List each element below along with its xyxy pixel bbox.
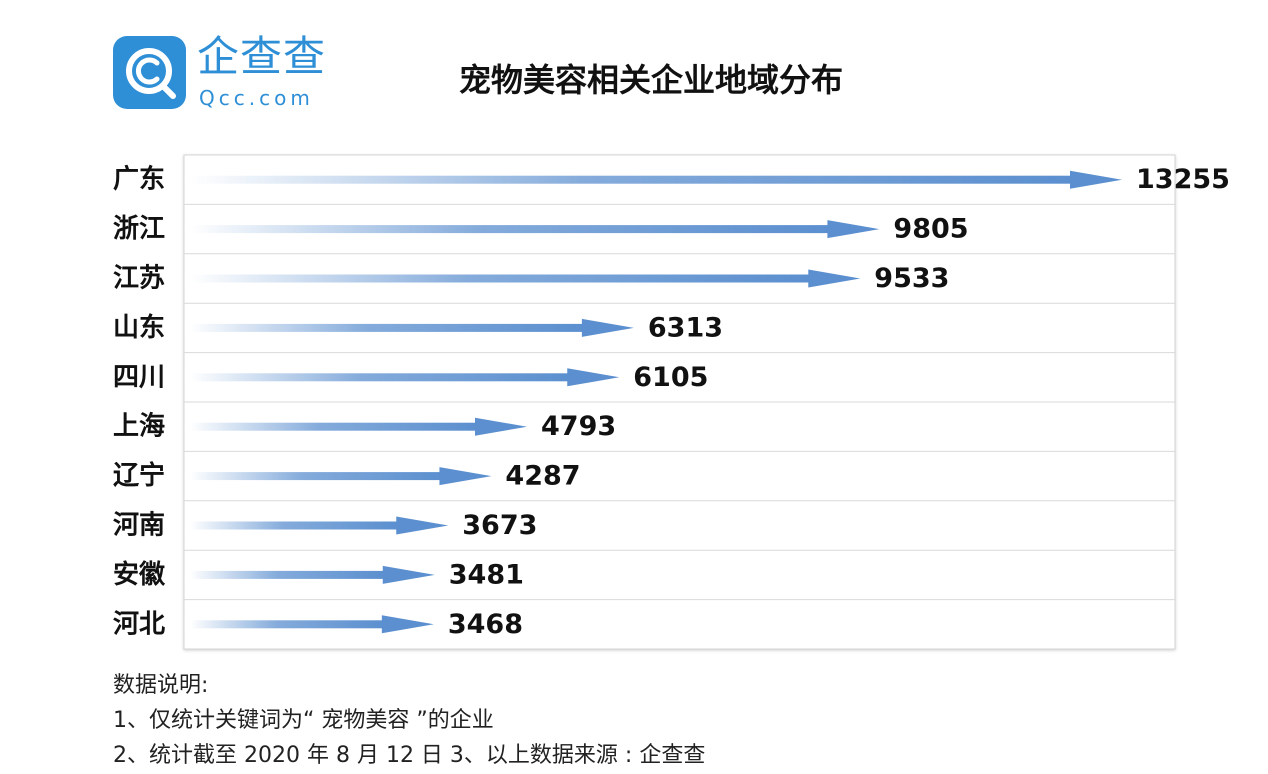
category-label: 河北 bbox=[113, 609, 165, 639]
value-label: 3468 bbox=[448, 609, 523, 640]
logo-text-cn: 企查查 bbox=[197, 32, 327, 81]
value-label: 3673 bbox=[462, 510, 537, 541]
value-label: 6313 bbox=[648, 312, 723, 343]
bar-arrowhead bbox=[382, 565, 435, 584]
value-label: 13255 bbox=[1136, 164, 1230, 195]
category-label: 四川 bbox=[113, 362, 165, 392]
bar-arrowhead bbox=[581, 318, 634, 337]
category-label: 浙江 bbox=[113, 214, 165, 244]
notes-heading: 数据说明: bbox=[113, 673, 209, 698]
category-label: 辽宁 bbox=[113, 460, 165, 491]
value-label: 6105 bbox=[633, 362, 708, 393]
value-label: 9533 bbox=[874, 263, 949, 294]
category-label: 广东 bbox=[113, 164, 165, 195]
chart-title: 宠物美容相关企业地域分布 bbox=[459, 61, 844, 99]
bar-shaft bbox=[190, 225, 830, 234]
bar-arrowhead bbox=[1070, 170, 1122, 189]
category-label: 上海 bbox=[113, 412, 165, 442]
bar-shaft bbox=[190, 323, 584, 332]
bar-shaft bbox=[190, 373, 570, 382]
value-label: 4793 bbox=[541, 411, 616, 442]
bar-arrowhead bbox=[396, 516, 449, 535]
bar-shaft bbox=[190, 620, 384, 629]
notes-line-1: 1、仅统计关键词为“ 宠物美容 ”的企业 bbox=[113, 708, 494, 733]
bar-shaft bbox=[190, 570, 385, 579]
bar-shaft bbox=[190, 521, 399, 530]
logo-text-en: Qcc.com bbox=[199, 86, 314, 110]
category-label: 山东 bbox=[113, 312, 165, 343]
bar-arrowhead bbox=[381, 615, 434, 634]
value-label: 9805 bbox=[893, 214, 968, 245]
value-label: 3481 bbox=[449, 559, 524, 590]
bar-arrowhead bbox=[827, 220, 880, 239]
bar-shaft bbox=[190, 175, 1072, 184]
bar-arrowhead bbox=[439, 467, 492, 486]
bar-arrowhead bbox=[808, 269, 861, 288]
bar-arrowhead bbox=[567, 368, 620, 387]
category-label: 安徽 bbox=[113, 560, 166, 590]
bar-shaft bbox=[190, 422, 478, 431]
category-label: 江苏 bbox=[113, 264, 165, 294]
notes-line-2: 2、统计截至 2020 年 8 月 12 日 3、以上数据来源 : 企查查 bbox=[113, 743, 706, 768]
qcc-logo-icon bbox=[113, 36, 186, 109]
data-notes: 数据说明: 1、仅统计关键词为“ 宠物美容 ”的企业 2、统计截至 2020 年… bbox=[113, 668, 705, 773]
category-label: 河南 bbox=[113, 511, 165, 541]
value-label: 4287 bbox=[505, 461, 580, 492]
bar-shaft bbox=[190, 472, 442, 481]
bar-shaft bbox=[190, 274, 811, 283]
bar-arrowhead bbox=[475, 417, 528, 436]
